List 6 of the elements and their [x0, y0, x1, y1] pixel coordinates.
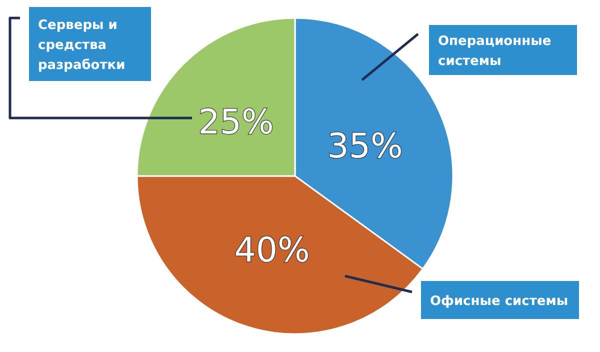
data-label: 35%	[327, 126, 403, 166]
slice-label: Операционные системы	[438, 34, 552, 69]
slice-label: Офисные системы	[430, 294, 568, 309]
data-label: 40%	[234, 230, 310, 270]
data-label: 25%	[198, 102, 274, 142]
slice-label: Серверы и средства разработки	[38, 18, 126, 73]
